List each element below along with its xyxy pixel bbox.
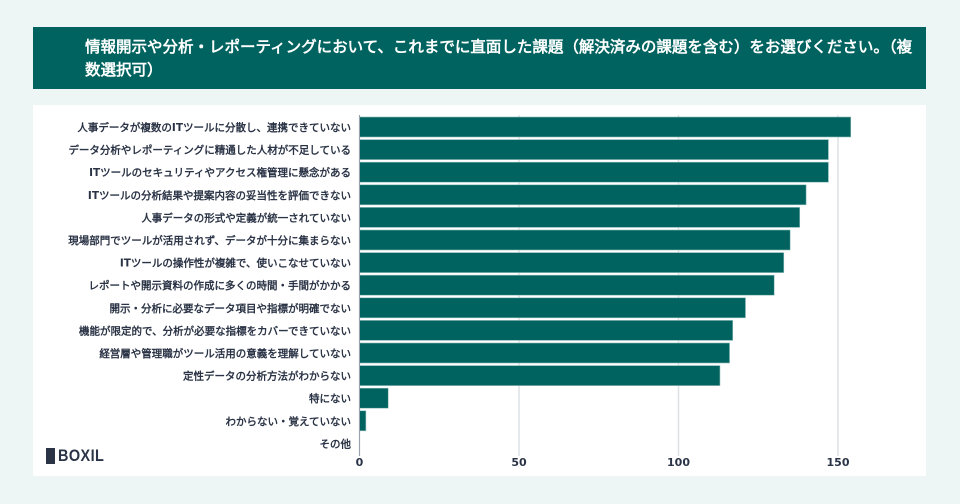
category-label: ITツールの分析結果や提案内容の妥当性を評価できない: [88, 189, 351, 202]
bar: [359, 139, 829, 160]
x-tick-label: 100: [667, 456, 690, 469]
category-label: 機能が限定的で、分析が必要な指標をカバーできていない: [79, 324, 351, 337]
boxil-logo: BOXIL: [46, 446, 112, 466]
category-label: 人事データの形式や定義が統一されていない: [141, 211, 351, 224]
bar: [359, 320, 734, 341]
category-label: 人事データが複数のITツールに分散し、連携できていない: [77, 121, 351, 134]
category-label: わからない・覚えていない: [226, 415, 351, 428]
bar: [359, 342, 730, 364]
category-label: 開示・分析に必要なデータ項目や指標が明確でない: [110, 302, 352, 315]
category-label: データ分析やレポーティングに精通した人材が不足している: [68, 144, 351, 157]
category-label: 特にない: [309, 392, 351, 405]
category-label: レポートや開示資料の作成に多くの時間・手間がかかる: [89, 279, 352, 292]
bar: [359, 184, 807, 206]
category-label: 現場部門でツールが活用されず、データが十分に集まらない: [68, 234, 351, 247]
category-label: 定性データの分析方法がわからない: [182, 370, 351, 383]
bar: [359, 229, 791, 251]
bar: [359, 274, 775, 296]
bar: [359, 207, 801, 228]
bar: [359, 116, 852, 138]
bar: [359, 365, 721, 386]
chart-title: 情報開示や分析・レポーティングにおいて、これまでに直面した課題（解決済みの課題を…: [33, 27, 926, 89]
logo-text: BOXIL: [58, 446, 105, 465]
bar: [359, 387, 389, 409]
x-tick-label: 50: [511, 456, 527, 469]
bar: [359, 410, 367, 432]
x-tick-label: 150: [827, 456, 850, 469]
category-label: ITツールのセキュリティやアクセス権管理に懸念がある: [89, 166, 351, 179]
bar: [359, 297, 746, 319]
logo-mark-icon: [46, 448, 55, 464]
category-label: 経営層や管理職がツール活用の意義を理解していない: [99, 347, 351, 360]
x-tick-label: 0: [356, 456, 364, 469]
category-label: その他: [320, 437, 352, 450]
bar: [359, 252, 785, 273]
bar: [359, 161, 829, 183]
category-label: ITツールの操作性が複雑で、使いこなせていない: [120, 257, 351, 270]
